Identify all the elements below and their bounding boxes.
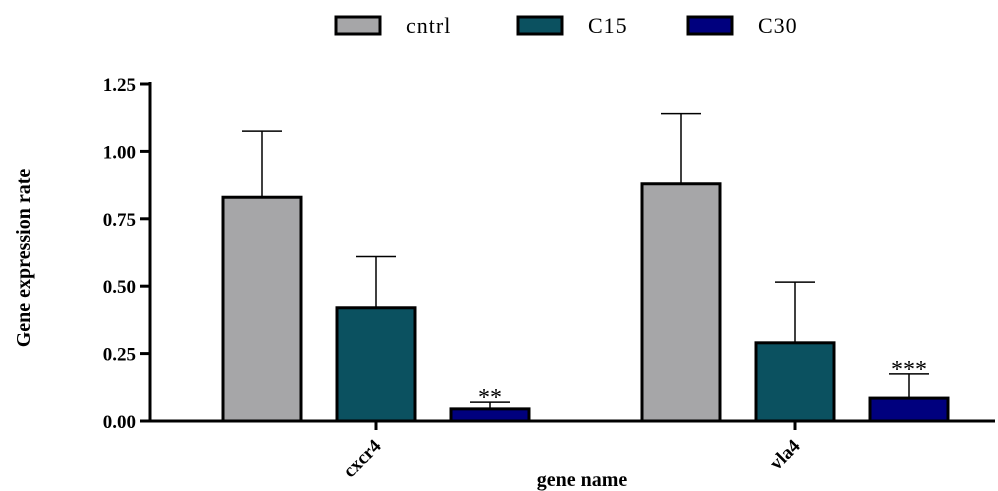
legend-item-C30: C30 [686, 13, 798, 38]
legend-swatch [516, 15, 564, 36]
legend-item-cntrl: cntrl [334, 13, 451, 38]
x-axis-title: gene name [537, 469, 628, 491]
bar-group-cxcr4 [221, 130, 531, 423]
bars: ***** [221, 112, 950, 423]
legend-item-C15: C15 [516, 13, 628, 38]
x-tick-label: vla4 [766, 435, 805, 474]
y-tick-label: 0.25 [103, 345, 136, 366]
plot-area: 0.000.250.500.751.001.25 ***** cxcr4 vla4 [103, 75, 995, 482]
bar-vla4-C30 [868, 396, 950, 423]
bar-vla4-C15 [754, 341, 836, 423]
legend-swatch [686, 15, 734, 36]
legend-swatch [334, 15, 382, 36]
y-tick-label: 0.00 [103, 412, 136, 433]
y-axis-title: Gene expression rate [13, 169, 35, 348]
legend-label: cntrl [406, 13, 451, 38]
legend: cntrl C15 C30 [334, 13, 798, 38]
y-tick-label: 0.75 [103, 210, 136, 231]
bar-cxcr4-C15 [335, 306, 417, 423]
legend-label: C15 [588, 13, 628, 38]
significance-label: *** [891, 357, 927, 383]
y-tick-label: 1.25 [103, 75, 136, 96]
bar-group-vla4 [640, 112, 950, 423]
legend-label: C30 [758, 13, 798, 38]
bar-vla4-cntrl [640, 182, 722, 423]
y-tick-label: 1.00 [103, 142, 136, 163]
y-tick-label: 0.50 [103, 277, 136, 298]
x-tick-label: cxcr4 [339, 435, 386, 482]
bar-cxcr4-cntrl [221, 195, 303, 423]
significance-label: ** [478, 385, 502, 411]
y-axis: 0.00 0.25 0.50 0.75 1.00 1.25 [103, 75, 152, 433]
